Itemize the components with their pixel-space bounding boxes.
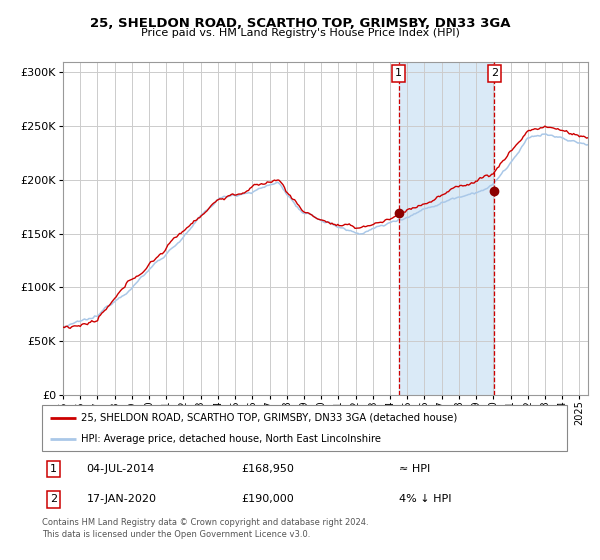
Text: £168,950: £168,950 (241, 464, 295, 474)
Text: 2: 2 (50, 494, 57, 505)
Text: £190,000: £190,000 (241, 494, 294, 505)
Text: 1: 1 (50, 464, 57, 474)
Bar (398, 62, 494, 395)
Text: 2: 2 (491, 68, 498, 78)
Text: 17-JAN-2020: 17-JAN-2020 (86, 494, 157, 505)
Text: HPI: Average price, detached house, North East Lincolnshire: HPI: Average price, detached house, Nort… (82, 435, 382, 444)
Text: Contains HM Land Registry data © Crown copyright and database right 2024.
This d: Contains HM Land Registry data © Crown c… (42, 518, 368, 539)
Text: 1: 1 (395, 68, 402, 78)
Text: 25, SHELDON ROAD, SCARTHO TOP, GRIMSBY, DN33 3GA: 25, SHELDON ROAD, SCARTHO TOP, GRIMSBY, … (90, 17, 510, 30)
Text: 4% ↓ HPI: 4% ↓ HPI (399, 494, 452, 505)
Text: ≈ HPI: ≈ HPI (399, 464, 430, 474)
Text: Price paid vs. HM Land Registry's House Price Index (HPI): Price paid vs. HM Land Registry's House … (140, 28, 460, 38)
Text: 25, SHELDON ROAD, SCARTHO TOP, GRIMSBY, DN33 3GA (detached house): 25, SHELDON ROAD, SCARTHO TOP, GRIMSBY, … (82, 413, 458, 423)
Text: 04-JUL-2014: 04-JUL-2014 (86, 464, 155, 474)
